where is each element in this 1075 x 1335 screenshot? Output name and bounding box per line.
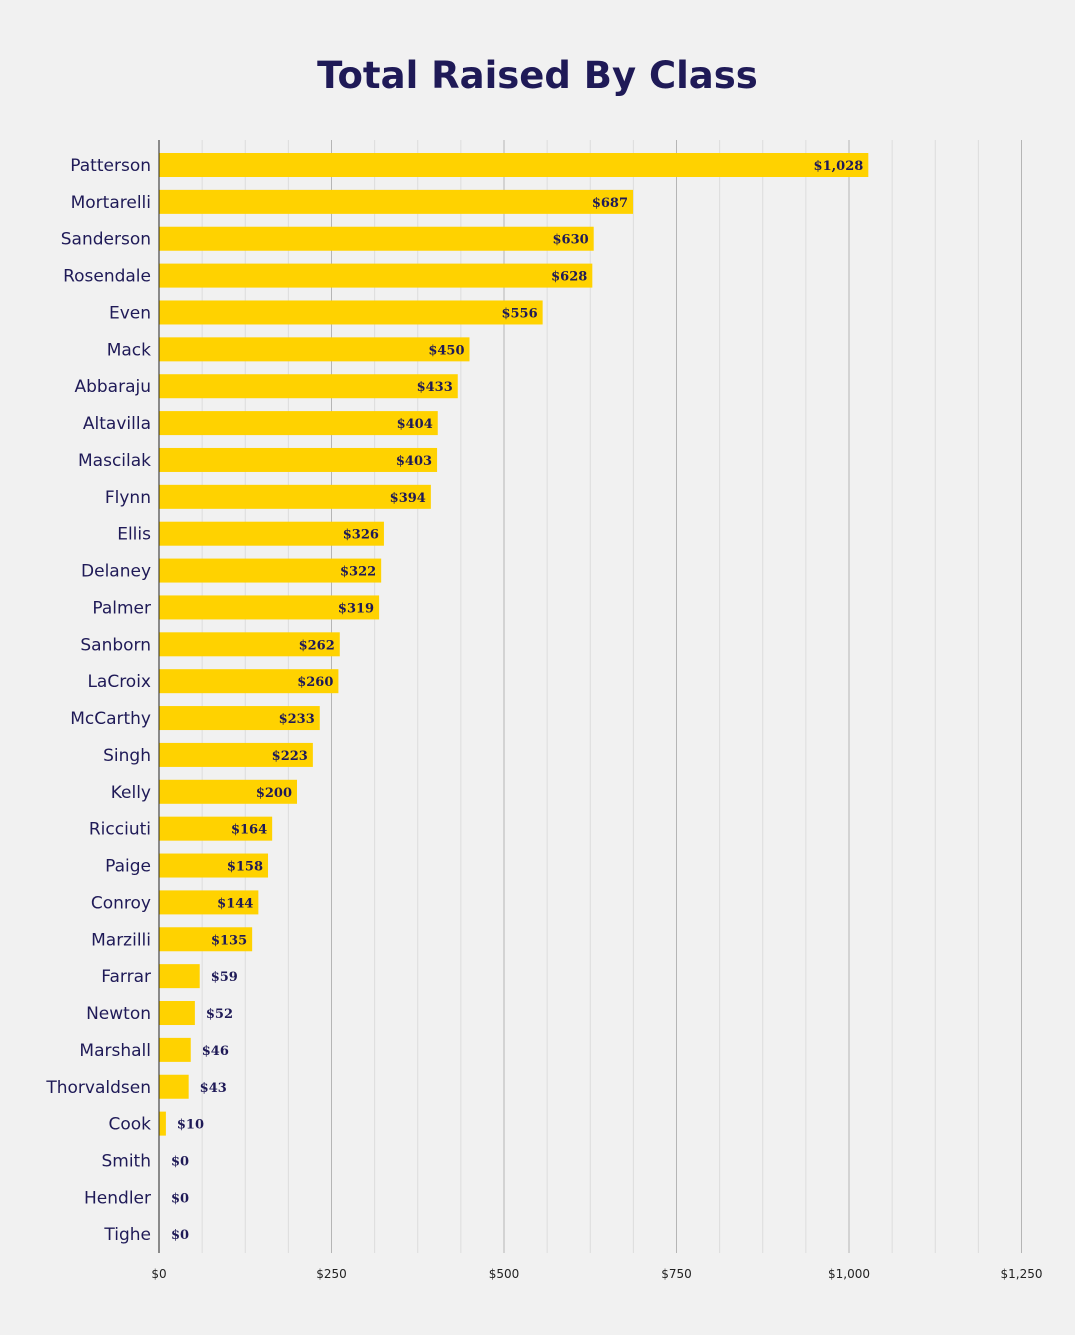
- bar-ellis: [159, 521, 384, 546]
- bar-marzilli: [159, 927, 253, 952]
- category-label: Marzilli: [91, 930, 151, 950]
- bar-sanborn: [159, 632, 340, 657]
- category-label: Conroy: [91, 893, 151, 913]
- category-label: Mascilak: [78, 451, 151, 471]
- bar-farrar: [159, 964, 200, 989]
- bar-altavilla: [159, 411, 438, 436]
- bar-marshall: [159, 1037, 191, 1062]
- category-label: McCarthy: [70, 709, 151, 729]
- bar-thorvaldsen: [159, 1074, 189, 1099]
- bar-palmer: [159, 595, 380, 620]
- bar-even: [159, 300, 543, 325]
- bar-kelly: [159, 779, 297, 804]
- x-tick-label: $1,000: [828, 1267, 870, 1281]
- bar-conroy: [159, 890, 259, 915]
- value-label: $556: [501, 306, 537, 321]
- category-label: Kelly: [111, 783, 151, 803]
- bar-mccarthy: [159, 706, 320, 731]
- x-tick-label: $1,250: [1001, 1267, 1043, 1281]
- category-label: Abbaraju: [74, 377, 151, 397]
- value-label: $200: [256, 786, 292, 801]
- value-label: $394: [390, 491, 426, 506]
- value-label: $43: [200, 1081, 227, 1096]
- category-label: Thorvaldsen: [45, 1078, 151, 1098]
- category-label: Palmer: [92, 598, 151, 618]
- value-label: $10: [177, 1118, 204, 1133]
- value-label: $158: [227, 860, 263, 875]
- category-label: Paige: [105, 857, 151, 877]
- bar-mortarelli: [159, 189, 634, 214]
- value-label: $223: [272, 749, 308, 764]
- bar-singh: [159, 742, 313, 767]
- bar-flynn: [159, 484, 431, 509]
- bar-patterson: [159, 153, 869, 177]
- category-label: Newton: [86, 1004, 151, 1024]
- value-label: $687: [592, 196, 628, 211]
- bar-lacroix: [159, 669, 339, 694]
- category-label: Farrar: [101, 967, 151, 987]
- labels: $0 $250 $500 $750 $1,000 $1,250 Patterson $1,02…: [45, 156, 1042, 1281]
- category-label: Flynn: [105, 488, 151, 508]
- category-label: Sanborn: [80, 635, 151, 655]
- x-tick-label: $0: [151, 1267, 166, 1281]
- value-label: $0: [171, 1191, 189, 1206]
- bar-ricciuti: [159, 816, 273, 841]
- value-label: $46: [202, 1044, 229, 1059]
- value-label: $433: [417, 380, 453, 395]
- category-label: Mortarelli: [71, 193, 151, 213]
- category-label: Rosendale: [63, 267, 151, 287]
- x-tick-label: $750: [661, 1267, 692, 1281]
- bar-cook: [159, 1111, 166, 1136]
- category-label: Cook: [108, 1115, 151, 1135]
- bar-sanderson: [159, 226, 594, 251]
- value-label: $628: [551, 270, 587, 285]
- value-label: $1,028: [814, 159, 864, 174]
- bar-rosendale: [159, 263, 593, 288]
- category-label: Tighe: [103, 1225, 151, 1245]
- value-label: $404: [397, 417, 433, 432]
- category-label: Altavilla: [83, 414, 151, 434]
- category-label: Ellis: [117, 525, 151, 545]
- bar-mack: [159, 337, 470, 362]
- value-label: $630: [553, 233, 589, 248]
- category-label: Patterson: [70, 156, 151, 176]
- category-label: Singh: [103, 746, 151, 766]
- bar-newton: [159, 1001, 195, 1026]
- category-label: Delaney: [81, 562, 151, 582]
- bar-mascilak: [159, 447, 438, 472]
- category-label: LaCroix: [87, 672, 151, 692]
- value-label: $260: [297, 675, 333, 690]
- value-label: $144: [217, 896, 253, 911]
- grid-lines: [201, 140, 1022, 1253]
- category-label: Marshall: [79, 1041, 151, 1061]
- category-label: Even: [109, 303, 151, 323]
- value-label: $59: [211, 970, 238, 985]
- value-label: $322: [340, 565, 376, 580]
- value-label: $0: [171, 1154, 189, 1169]
- category-label: Hendler: [84, 1188, 151, 1208]
- value-label: $0: [171, 1228, 189, 1243]
- value-label: $233: [279, 712, 315, 727]
- category-label: Mack: [107, 340, 151, 360]
- category-label: Smith: [101, 1151, 151, 1171]
- bars: [159, 153, 869, 1136]
- value-label: $450: [428, 343, 464, 358]
- value-label: $319: [338, 601, 374, 616]
- bar-delaney: [159, 558, 382, 583]
- chart-title: Total Raised By Class: [317, 54, 758, 97]
- x-tick-label: $500: [489, 1267, 520, 1281]
- x-tick-label: $250: [316, 1267, 347, 1281]
- category-label: Ricciuti: [89, 820, 151, 840]
- value-label: $164: [231, 823, 267, 838]
- bar-paige: [159, 853, 269, 878]
- category-label: Sanderson: [61, 230, 151, 250]
- value-label: $262: [299, 638, 335, 653]
- bar-abbaraju: [159, 374, 458, 399]
- value-label: $52: [206, 1007, 233, 1022]
- value-label: $135: [211, 933, 247, 948]
- value-label: $326: [343, 528, 379, 543]
- value-label: $403: [396, 454, 432, 469]
